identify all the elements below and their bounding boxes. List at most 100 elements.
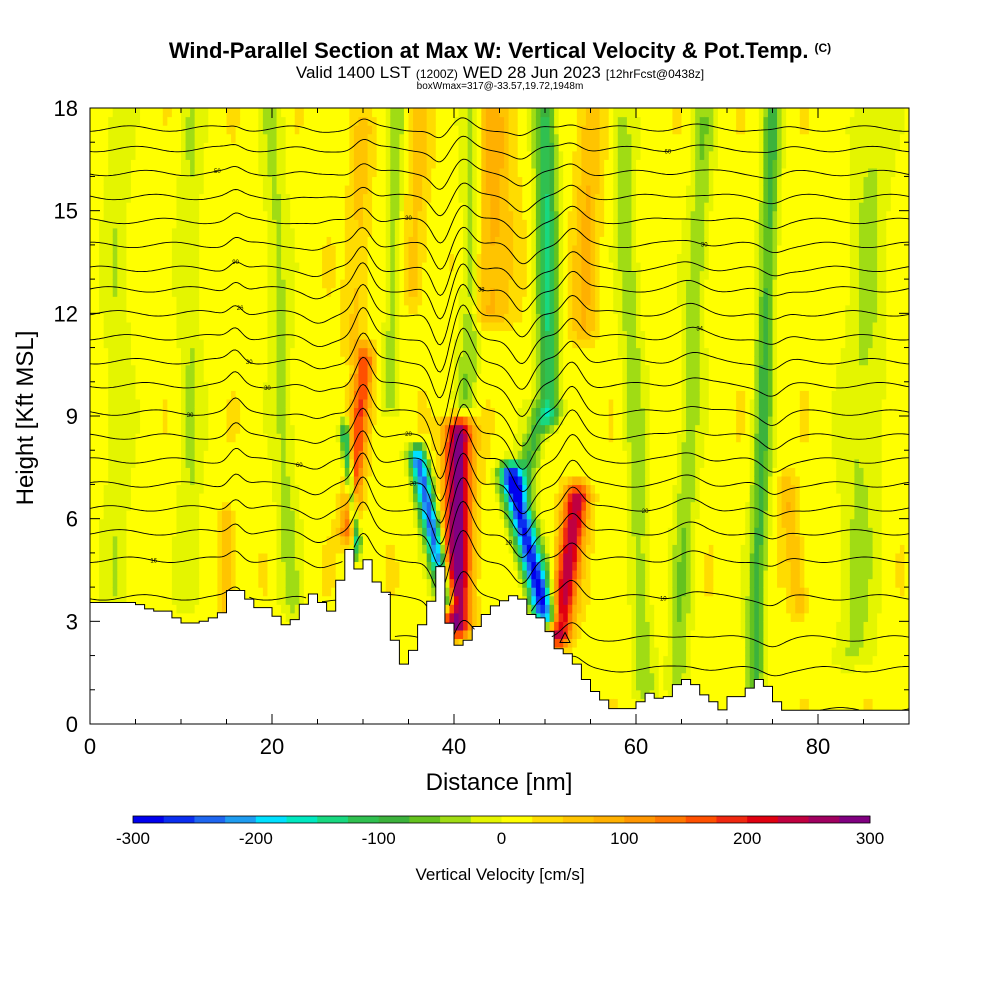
field-cell [317, 176, 323, 186]
field-cell [153, 518, 159, 528]
field-cell [376, 116, 382, 126]
field-cell [358, 219, 364, 229]
field-cell [399, 227, 405, 237]
field-cell [158, 167, 164, 178]
field-cell [221, 193, 228, 203]
field-cell [171, 142, 178, 152]
field-cell [135, 416, 141, 426]
field-cell [244, 202, 250, 212]
field-cell [381, 227, 387, 237]
field-cell [303, 210, 309, 220]
field-cell [290, 484, 296, 494]
field-cell [199, 347, 205, 357]
field-cell [381, 313, 387, 323]
copyright-mark: (C) [814, 41, 831, 55]
field-cell [253, 330, 259, 340]
field-cell [144, 347, 150, 357]
field-cell [167, 458, 173, 468]
field-cell [112, 475, 118, 486]
field-cell [140, 270, 146, 280]
field-cell [135, 202, 141, 212]
field-cell [358, 407, 364, 417]
field-cell [130, 108, 137, 118]
field-cell [322, 407, 328, 417]
field-cell [394, 125, 400, 135]
field-cell [167, 339, 173, 349]
field-cell [349, 484, 355, 494]
field-cell [326, 321, 332, 332]
field-cell [376, 313, 382, 323]
field-cell [199, 518, 205, 528]
field-cell [190, 321, 196, 332]
field-cell [158, 321, 164, 332]
field-cell [199, 167, 205, 178]
field-cell [140, 398, 146, 409]
field-cell [285, 364, 291, 374]
field-cell [94, 578, 100, 588]
field-cell [208, 467, 214, 477]
field-cell [335, 253, 341, 263]
field-cell [226, 210, 232, 220]
field-cell [135, 424, 141, 434]
field-cell [258, 570, 264, 580]
field-cell [308, 133, 314, 143]
field-cell [385, 185, 391, 195]
field-cell [399, 373, 405, 383]
field-cell [262, 339, 269, 349]
field-cell [158, 219, 164, 229]
field-cell [244, 159, 250, 169]
field-cell [353, 210, 360, 220]
field-cell [253, 133, 259, 143]
field-cell [103, 227, 109, 237]
field-cell [372, 219, 378, 229]
field-cell [372, 313, 378, 323]
field-cell [344, 398, 350, 409]
field-cell [240, 142, 246, 152]
field-cell [235, 518, 241, 528]
field-cell [317, 484, 323, 494]
field-cell [290, 544, 296, 554]
field-cell [331, 167, 337, 178]
field-cell [367, 313, 373, 323]
field-cell [130, 262, 137, 272]
field-cell [281, 450, 287, 460]
field-cell [199, 527, 205, 537]
field-cell [331, 253, 337, 263]
field-cell [249, 364, 255, 374]
field-cell [135, 347, 141, 357]
field-cell [335, 210, 341, 220]
field-cell [235, 253, 241, 263]
field-cell [290, 364, 296, 374]
field-cell [221, 381, 228, 391]
field-cell [149, 150, 155, 160]
field-cell [322, 159, 328, 169]
field-cell [144, 227, 150, 237]
field-cell [203, 210, 209, 220]
field-cell [135, 356, 141, 366]
field-cell [217, 279, 223, 289]
field-cell [349, 167, 355, 178]
field-cell [153, 193, 159, 203]
field-cell [99, 587, 105, 597]
field-cell [367, 450, 373, 460]
field-cell [185, 193, 191, 203]
field-cell [308, 518, 314, 528]
field-cell [217, 501, 223, 511]
field-cell [221, 296, 228, 306]
field-cell [376, 202, 382, 212]
field-cell [203, 150, 209, 160]
field-cell [308, 159, 314, 169]
field-cell [290, 416, 296, 426]
field-cell [399, 535, 405, 545]
field-cell [112, 381, 118, 391]
field-cell [208, 313, 214, 323]
field-cell [130, 484, 137, 494]
field-cell [349, 193, 355, 203]
field-cell [290, 570, 296, 580]
field-cell [244, 484, 250, 494]
field-cell [308, 467, 314, 477]
field-cell [208, 441, 214, 451]
field-cell [208, 347, 214, 357]
field-cell [253, 390, 259, 400]
field-cell [90, 304, 96, 314]
